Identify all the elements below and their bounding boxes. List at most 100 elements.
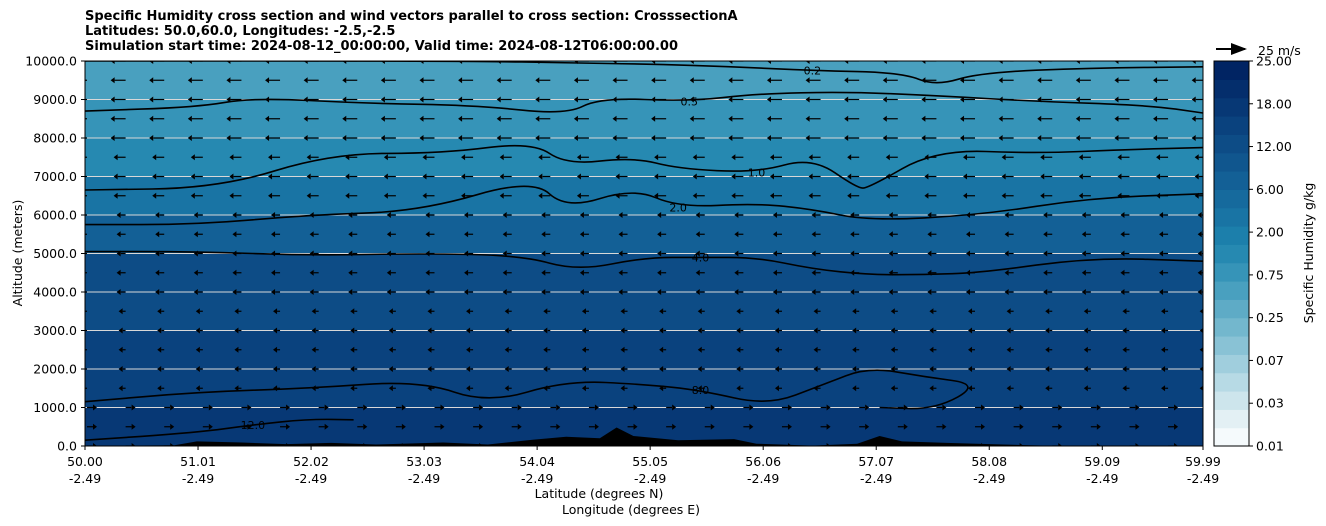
- wind-vector-head: [538, 173, 543, 180]
- wind-vector-head: [1159, 269, 1164, 276]
- wind-vector-head: [651, 115, 656, 122]
- wind-vector-head: [345, 154, 350, 161]
- wind-vector-head: [458, 115, 463, 122]
- wind-vector-head: [517, 404, 522, 411]
- wind-vector-head: [689, 135, 694, 141]
- humidity-bands: [85, 61, 1203, 446]
- contour-line-1.0: [85, 144, 1203, 191]
- wind-vector-head: [1037, 135, 1042, 141]
- wind-vector-head: [888, 212, 893, 218]
- wind-vector-head: [772, 231, 777, 238]
- wind-vector-head: [350, 346, 355, 353]
- wind-vector-head: [113, 192, 118, 199]
- wind-vector-head: [1191, 61, 1196, 64]
- wind-vector-head: [80, 347, 84, 353]
- wind-vector-head: [615, 154, 620, 161]
- wind-vector-head: [787, 443, 792, 446]
- wind-vector-head: [541, 269, 546, 276]
- wind-vector-head: [1043, 212, 1048, 218]
- wind-vector-head: [581, 385, 586, 392]
- wind-vector-head: [303, 135, 308, 141]
- x-tick-label-lon: -2.49: [69, 471, 101, 486]
- wind-vector-head: [736, 346, 741, 353]
- wind-vector-head: [1191, 77, 1196, 84]
- y-tick-label: 8000.0: [33, 131, 77, 146]
- colorbar-segment: [1214, 354, 1249, 374]
- chart-title: Specific Humidity cross section and wind…: [85, 9, 738, 54]
- wind-vector-head: [692, 173, 697, 180]
- wind-vector-head: [543, 308, 548, 315]
- x-tick-label-lon: -2.49: [521, 471, 553, 486]
- wind-vector-head: [1122, 346, 1127, 353]
- wind-vector-head: [388, 346, 393, 353]
- wind-vector-head: [1045, 327, 1050, 334]
- wind-vector-head: [543, 366, 548, 372]
- wind-vector-head: [504, 327, 509, 334]
- wind-vector-head: [890, 366, 895, 372]
- wind-vector-head: [695, 289, 700, 295]
- wind-vector-head: [659, 366, 664, 372]
- wind-vector-head: [440, 443, 445, 446]
- wind-vector-head: [348, 289, 353, 295]
- wind-vector-head: [155, 269, 160, 276]
- wind-vector-head: [232, 289, 237, 295]
- wind-vector-head: [118, 385, 123, 392]
- wind-vector-head: [1159, 212, 1164, 218]
- wind-vector-head: [226, 77, 231, 84]
- wind-vector-head: [618, 269, 623, 276]
- wind-vector-head: [303, 96, 308, 103]
- wind-vector-head: [924, 173, 929, 180]
- wind-vector-head: [850, 269, 855, 276]
- wind-vector-head: [573, 135, 578, 141]
- wind-vector-head: [80, 308, 84, 314]
- wind-vector-head: [774, 385, 779, 392]
- wind-vector-head: [1191, 135, 1196, 141]
- wind-vector-head: [422, 192, 427, 199]
- colorbar-tick-label: 2.00: [1256, 225, 1284, 240]
- wind-vector-head: [1174, 404, 1179, 411]
- wind-vector-head: [309, 231, 314, 238]
- wind-vector-head: [850, 212, 855, 218]
- wind-vector-head: [847, 173, 852, 180]
- wind-vector-head: [1197, 231, 1202, 238]
- wind-vector-head: [657, 212, 662, 218]
- wind-vector-head: [440, 423, 445, 430]
- wind-vector-head: [888, 289, 893, 295]
- wind-vector-head: [234, 385, 239, 392]
- wind-vector-head: [208, 423, 213, 430]
- wind-vector-head: [966, 269, 971, 276]
- wind-vector-head: [734, 289, 739, 295]
- wind-vector-head: [813, 308, 818, 315]
- wind-vector-head: [844, 77, 849, 84]
- wind-vector-head: [152, 192, 157, 199]
- wind-vector-head: [620, 366, 625, 372]
- wind-vector-head: [247, 443, 252, 446]
- wind-vector-head: [927, 289, 932, 295]
- wind-vector-head: [271, 269, 276, 276]
- wind-vector-head: [736, 385, 741, 392]
- wind-vector-head: [1191, 115, 1196, 122]
- wind-vector-head: [811, 231, 816, 238]
- wind-vector-head: [882, 96, 887, 103]
- wind-vector-head: [1096, 443, 1101, 446]
- wind-vector-head: [286, 423, 291, 430]
- wind-vector-head: [118, 366, 123, 372]
- wind-vector-head: [265, 77, 270, 84]
- wind-vector-head: [273, 366, 278, 372]
- wind-vector-head: [1114, 96, 1119, 103]
- x-axis: 50.00 -2.49 51.01 -2.49 52.02 -2.49 53.03 -2.49…: [67, 446, 1221, 486]
- wind-vector-head: [966, 250, 971, 257]
- wind-vector-head: [1120, 250, 1125, 257]
- wind-vector-head: [850, 289, 855, 295]
- wind-vector-head: [1135, 443, 1140, 446]
- wind-vector-head: [149, 77, 154, 84]
- wind-vector-head: [888, 269, 893, 276]
- wind-vector-head: [890, 346, 895, 353]
- wind-vector-head: [461, 154, 466, 161]
- y-tick-label: 9000.0: [33, 92, 77, 107]
- wind-vector-head: [517, 443, 522, 446]
- y-axis-label: Altitude (meters): [10, 200, 25, 307]
- wind-vector-head: [1156, 154, 1161, 161]
- colorbar-segment: [1214, 262, 1249, 282]
- wind-vector-head: [573, 61, 578, 64]
